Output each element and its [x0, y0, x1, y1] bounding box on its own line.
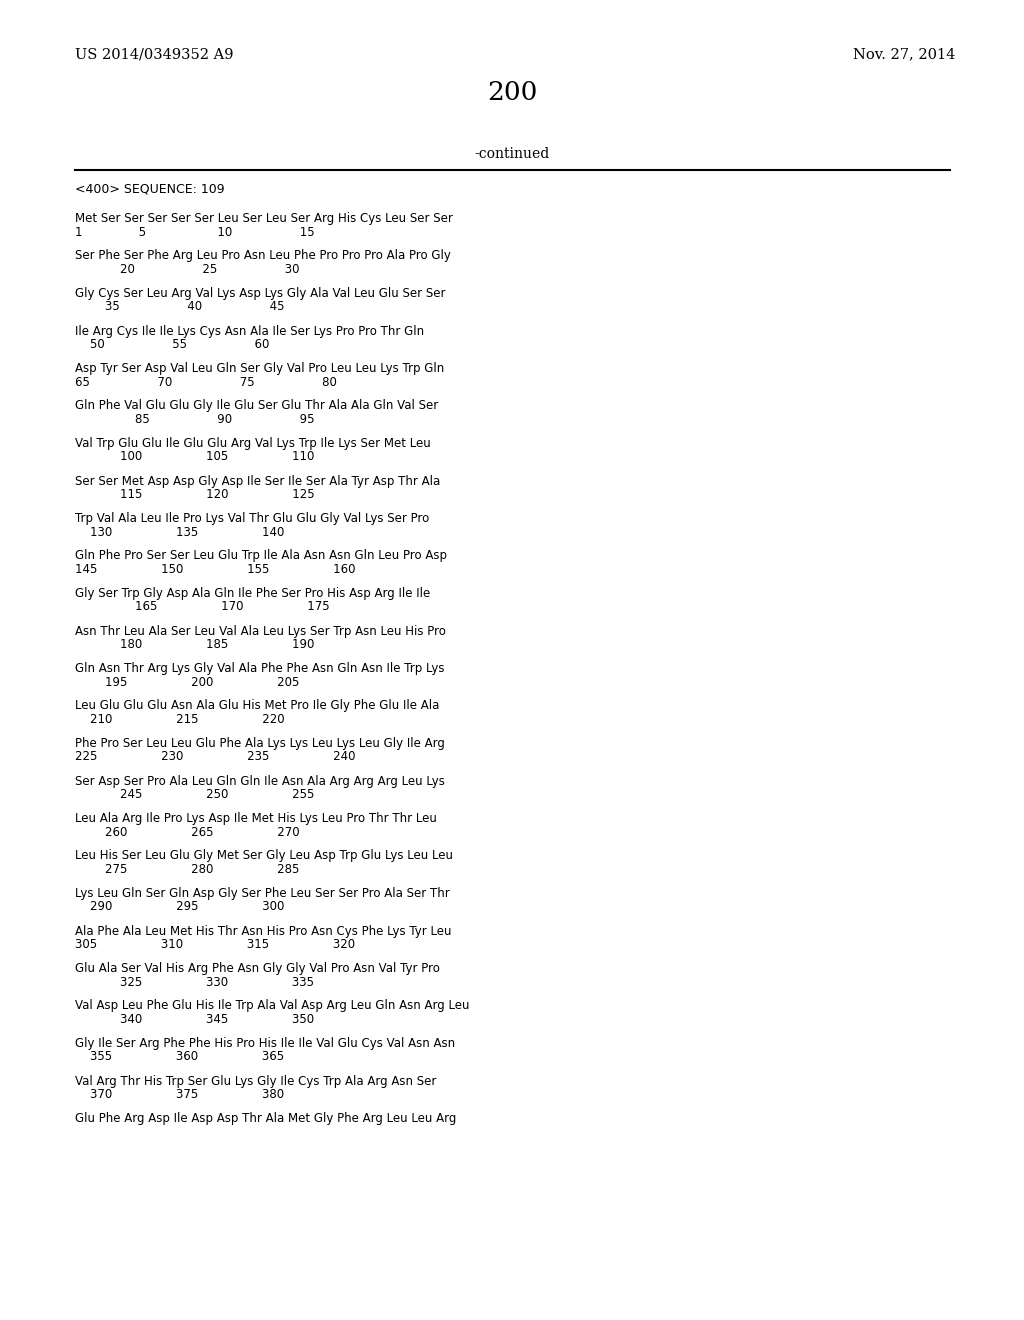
Text: Nov. 27, 2014: Nov. 27, 2014 — [853, 48, 955, 61]
Text: 100                 105                 110: 100 105 110 — [75, 450, 314, 463]
Text: -continued: -continued — [474, 147, 550, 161]
Text: 85                  90                  95: 85 90 95 — [75, 413, 314, 426]
Text: Met Ser Ser Ser Ser Ser Leu Ser Leu Ser Arg His Cys Leu Ser Ser: Met Ser Ser Ser Ser Ser Leu Ser Leu Ser … — [75, 213, 453, 224]
Text: Gln Phe Val Glu Glu Gly Ile Glu Ser Glu Thr Ala Ala Gln Val Ser: Gln Phe Val Glu Glu Gly Ile Glu Ser Glu … — [75, 400, 438, 412]
Text: Val Arg Thr His Trp Ser Glu Lys Gly Ile Cys Trp Ala Arg Asn Ser: Val Arg Thr His Trp Ser Glu Lys Gly Ile … — [75, 1074, 436, 1088]
Text: Ile Arg Cys Ile Ile Lys Cys Asn Ala Ile Ser Lys Pro Pro Thr Gln: Ile Arg Cys Ile Ile Lys Cys Asn Ala Ile … — [75, 325, 424, 338]
Text: 145                 150                 155                 160: 145 150 155 160 — [75, 564, 355, 576]
Text: Leu His Ser Leu Glu Gly Met Ser Gly Leu Asp Trp Glu Lys Leu Leu: Leu His Ser Leu Glu Gly Met Ser Gly Leu … — [75, 850, 453, 862]
Text: Lys Leu Gln Ser Gln Asp Gly Ser Phe Leu Ser Ser Pro Ala Ser Thr: Lys Leu Gln Ser Gln Asp Gly Ser Phe Leu … — [75, 887, 450, 900]
Text: 260                 265                 270: 260 265 270 — [75, 825, 300, 838]
Text: 20                  25                  30: 20 25 30 — [75, 263, 299, 276]
Text: Gln Phe Pro Ser Ser Leu Glu Trp Ile Ala Asn Asn Gln Leu Pro Asp: Gln Phe Pro Ser Ser Leu Glu Trp Ile Ala … — [75, 549, 447, 562]
Text: 325                 330                 335: 325 330 335 — [75, 975, 314, 989]
Text: Gly Cys Ser Leu Arg Val Lys Asp Lys Gly Ala Val Leu Glu Ser Ser: Gly Cys Ser Leu Arg Val Lys Asp Lys Gly … — [75, 286, 445, 300]
Text: Trp Val Ala Leu Ile Pro Lys Val Thr Glu Glu Gly Val Lys Ser Pro: Trp Val Ala Leu Ile Pro Lys Val Thr Glu … — [75, 512, 429, 525]
Text: 195                 200                 205: 195 200 205 — [75, 676, 299, 689]
Text: 165                 170                 175: 165 170 175 — [75, 601, 330, 614]
Text: 50                  55                  60: 50 55 60 — [75, 338, 269, 351]
Text: US 2014/0349352 A9: US 2014/0349352 A9 — [75, 48, 233, 61]
Text: 65                  70                  75                  80: 65 70 75 80 — [75, 375, 337, 388]
Text: 305                 310                 315                 320: 305 310 315 320 — [75, 939, 355, 950]
Text: <400> SEQUENCE: 109: <400> SEQUENCE: 109 — [75, 183, 224, 195]
Text: Val Asp Leu Phe Glu His Ile Trp Ala Val Asp Arg Leu Gln Asn Arg Leu: Val Asp Leu Phe Glu His Ile Trp Ala Val … — [75, 999, 469, 1012]
Text: Glu Phe Arg Asp Ile Asp Asp Thr Ala Met Gly Phe Arg Leu Leu Arg: Glu Phe Arg Asp Ile Asp Asp Thr Ala Met … — [75, 1111, 457, 1125]
Text: 340                 345                 350: 340 345 350 — [75, 1012, 314, 1026]
Text: Asn Thr Leu Ala Ser Leu Val Ala Leu Lys Ser Trp Asn Leu His Pro: Asn Thr Leu Ala Ser Leu Val Ala Leu Lys … — [75, 624, 445, 638]
Text: 225                 230                 235                 240: 225 230 235 240 — [75, 751, 355, 763]
Text: 180                 185                 190: 180 185 190 — [75, 638, 314, 651]
Text: 290                 295                 300: 290 295 300 — [75, 900, 285, 913]
Text: Gln Asn Thr Arg Lys Gly Val Ala Phe Phe Asn Gln Asn Ile Trp Lys: Gln Asn Thr Arg Lys Gly Val Ala Phe Phe … — [75, 663, 444, 675]
Text: 245                 250                 255: 245 250 255 — [75, 788, 314, 801]
Text: Leu Glu Glu Glu Asn Ala Glu His Met Pro Ile Gly Phe Glu Ile Ala: Leu Glu Glu Glu Asn Ala Glu His Met Pro … — [75, 700, 439, 713]
Text: 130                 135                 140: 130 135 140 — [75, 525, 285, 539]
Text: 275                 280                 285: 275 280 285 — [75, 863, 299, 876]
Text: Gly Ile Ser Arg Phe Phe His Pro His Ile Ile Val Glu Cys Val Asn Asn: Gly Ile Ser Arg Phe Phe His Pro His Ile … — [75, 1038, 455, 1049]
Text: Ala Phe Ala Leu Met His Thr Asn His Pro Asn Cys Phe Lys Tyr Leu: Ala Phe Ala Leu Met His Thr Asn His Pro … — [75, 924, 452, 937]
Text: 200: 200 — [486, 81, 538, 106]
Text: Ser Asp Ser Pro Ala Leu Gln Gln Ile Asn Ala Arg Arg Arg Leu Lys: Ser Asp Ser Pro Ala Leu Gln Gln Ile Asn … — [75, 775, 444, 788]
Text: 210                 215                 220: 210 215 220 — [75, 713, 285, 726]
Text: Leu Ala Arg Ile Pro Lys Asp Ile Met His Lys Leu Pro Thr Thr Leu: Leu Ala Arg Ile Pro Lys Asp Ile Met His … — [75, 812, 437, 825]
Text: Gly Ser Trp Gly Asp Ala Gln Ile Phe Ser Pro His Asp Arg Ile Ile: Gly Ser Trp Gly Asp Ala Gln Ile Phe Ser … — [75, 587, 430, 601]
Text: 370                 375                 380: 370 375 380 — [75, 1088, 284, 1101]
Text: Val Trp Glu Glu Ile Glu Glu Arg Val Lys Trp Ile Lys Ser Met Leu: Val Trp Glu Glu Ile Glu Glu Arg Val Lys … — [75, 437, 431, 450]
Text: Phe Pro Ser Leu Leu Glu Phe Ala Lys Lys Leu Lys Leu Gly Ile Arg: Phe Pro Ser Leu Leu Glu Phe Ala Lys Lys … — [75, 737, 444, 750]
Text: Asp Tyr Ser Asp Val Leu Gln Ser Gly Val Pro Leu Leu Lys Trp Gln: Asp Tyr Ser Asp Val Leu Gln Ser Gly Val … — [75, 362, 444, 375]
Text: 355                 360                 365: 355 360 365 — [75, 1051, 284, 1064]
Text: 35                  40                  45: 35 40 45 — [75, 301, 285, 314]
Text: Ser Phe Ser Phe Arg Leu Pro Asn Leu Phe Pro Pro Pro Ala Pro Gly: Ser Phe Ser Phe Arg Leu Pro Asn Leu Phe … — [75, 249, 451, 263]
Text: Ser Ser Met Asp Asp Gly Asp Ile Ser Ile Ser Ala Tyr Asp Thr Ala: Ser Ser Met Asp Asp Gly Asp Ile Ser Ile … — [75, 474, 440, 487]
Text: 1               5                   10                  15: 1 5 10 15 — [75, 226, 314, 239]
Text: 115                 120                 125: 115 120 125 — [75, 488, 314, 502]
Text: Glu Ala Ser Val His Arg Phe Asn Gly Gly Val Pro Asn Val Tyr Pro: Glu Ala Ser Val His Arg Phe Asn Gly Gly … — [75, 962, 440, 975]
